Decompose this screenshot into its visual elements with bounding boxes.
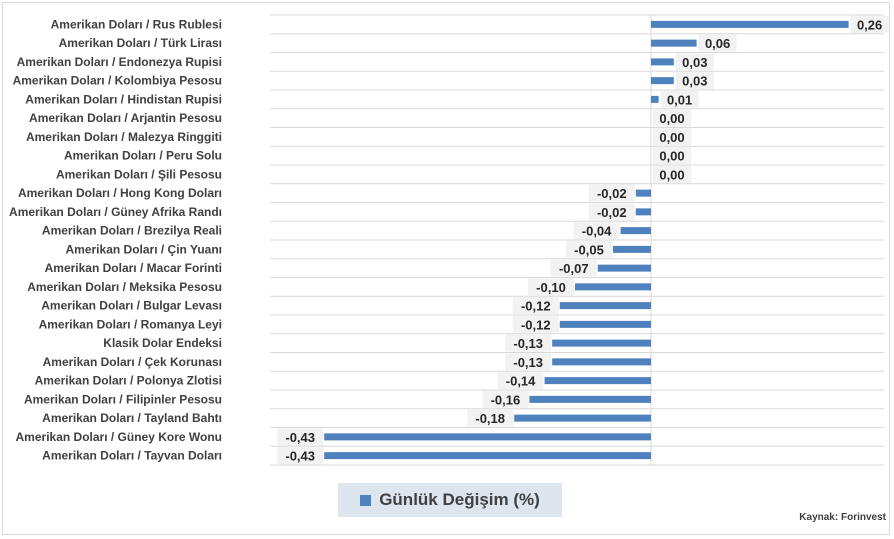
category-label: Amerikan Doları / Filipinler Pesosu [24, 392, 222, 406]
category-label: Amerikan Doları / Güney Kore Wonu [16, 430, 222, 444]
data-label-bg [512, 315, 559, 333]
data-label-bg [277, 428, 324, 446]
category-label: Amerikan Doları / Bulgar Levası [41, 299, 222, 313]
data-label: -0,10 [536, 280, 566, 295]
data-label-bg [277, 447, 324, 465]
category-label: Amerikan Doları / Malezya Ringgiti [26, 130, 222, 144]
data-label-bg [482, 390, 529, 408]
data-label: -0,13 [513, 355, 543, 370]
legend-label: Günlük Değişim (%) [379, 490, 540, 509]
data-label-bg [566, 240, 612, 258]
bar [651, 77, 674, 85]
data-label-bg [550, 259, 597, 277]
bar [552, 358, 651, 366]
data-label-bg [675, 72, 714, 90]
bar [620, 227, 651, 235]
data-label-bg [698, 34, 737, 52]
data-label-bg [573, 222, 620, 240]
data-label-bg [497, 372, 544, 390]
bar [544, 377, 651, 385]
data-label-bg [675, 53, 714, 71]
data-label-bg [653, 128, 691, 146]
data-label: -0,13 [513, 336, 543, 351]
data-label: 0,01 [667, 92, 692, 107]
legend-swatch [360, 494, 372, 506]
bar [651, 39, 697, 47]
bar [559, 302, 651, 310]
data-label: -0,04 [582, 224, 612, 239]
data-label-bg [653, 165, 691, 183]
data-label: -0,07 [559, 261, 589, 276]
data-label: 0,00 [659, 111, 684, 126]
category-label: Amerikan Doları / Şili Pesosu [56, 167, 222, 181]
data-label: -0,12 [521, 317, 551, 332]
bar [651, 95, 659, 103]
data-label: 0,06 [705, 36, 730, 51]
category-label: Amerikan Doları / Tayvan Doları [42, 449, 222, 463]
data-label: 0,26 [857, 17, 882, 32]
category-label: Amerikan Doları / Peru Solu [64, 149, 222, 163]
category-label: Amerikan Doları / Hong Kong Doları [18, 186, 222, 200]
data-label-bg [588, 203, 635, 221]
category-label: Amerikan Doları / Macar Forinti [45, 261, 222, 275]
category-label: Amerikan Doları / Hindistan Rupisi [25, 92, 222, 106]
bar [552, 339, 651, 347]
bar [635, 208, 651, 216]
bar [613, 245, 651, 253]
category-label: Klasik Dolar Endeksi [103, 336, 222, 350]
category-label: Amerikan Doları / Türk Lirası [59, 36, 222, 50]
source-note: Kaynak: Forinvest [799, 512, 886, 523]
data-label: -0,14 [506, 374, 536, 389]
bar [597, 264, 651, 272]
legend: Günlük Değişim (%) [338, 483, 562, 517]
data-label-bg [512, 297, 559, 315]
category-label: Amerikan Doları / Kolombiya Pesosu [13, 74, 222, 88]
category-label: Amerikan Doları / Çin Yuanı [66, 242, 223, 256]
category-label: Amerikan Doları / Brezilya Reali [42, 224, 222, 238]
category-label: Amerikan Doları / Güney Afrika Randı [9, 205, 222, 219]
bar [529, 395, 651, 403]
data-label-bg [660, 90, 699, 108]
data-label: -0,18 [475, 411, 505, 426]
data-label: 0,00 [659, 167, 684, 182]
data-label: -0,43 [285, 449, 315, 464]
bar [514, 414, 651, 422]
category-label: Amerikan Doları / Meksika Pesosu [27, 280, 222, 294]
data-label: -0,02 [597, 205, 627, 220]
category-label: Amerikan Doları / Rus Rublesi [51, 17, 222, 31]
category-label: Amerikan Doları / Polonya Zlotisi [35, 374, 222, 388]
data-label-bg [653, 147, 691, 165]
data-label: -0,16 [491, 392, 521, 407]
bar [635, 189, 651, 197]
data-label-bg [850, 15, 889, 33]
data-label-bg [505, 334, 552, 352]
bar [651, 58, 674, 66]
data-label-bg [653, 109, 691, 127]
data-label: 0,00 [659, 130, 684, 145]
data-label: 0,00 [659, 149, 684, 164]
category-label: Amerikan Doları / Endonezya Rupisi [17, 55, 222, 69]
bar [559, 320, 651, 328]
category-label: Amerikan Doları / Arjantin Pesosu [29, 111, 222, 125]
category-label: Amerikan Doları / Tayland Bahtı [42, 411, 222, 425]
bar [324, 433, 651, 441]
data-label: -0,05 [574, 242, 604, 257]
data-label-bg [505, 353, 552, 371]
data-label: -0,12 [521, 299, 551, 314]
data-label: -0,02 [597, 186, 627, 201]
data-label-bg [528, 278, 574, 296]
bar [651, 20, 849, 28]
data-label-bg [588, 184, 635, 202]
data-label: 0,03 [682, 55, 707, 70]
category-label: Amerikan Doları / Romanya Leyi [39, 317, 222, 331]
category-label: Amerikan Doları / Çek Korunası [43, 355, 222, 369]
bar [324, 452, 651, 460]
data-label: -0,43 [285, 430, 315, 445]
data-label: 0,03 [682, 74, 707, 89]
bar [575, 283, 651, 291]
data-label-bg [467, 409, 514, 427]
